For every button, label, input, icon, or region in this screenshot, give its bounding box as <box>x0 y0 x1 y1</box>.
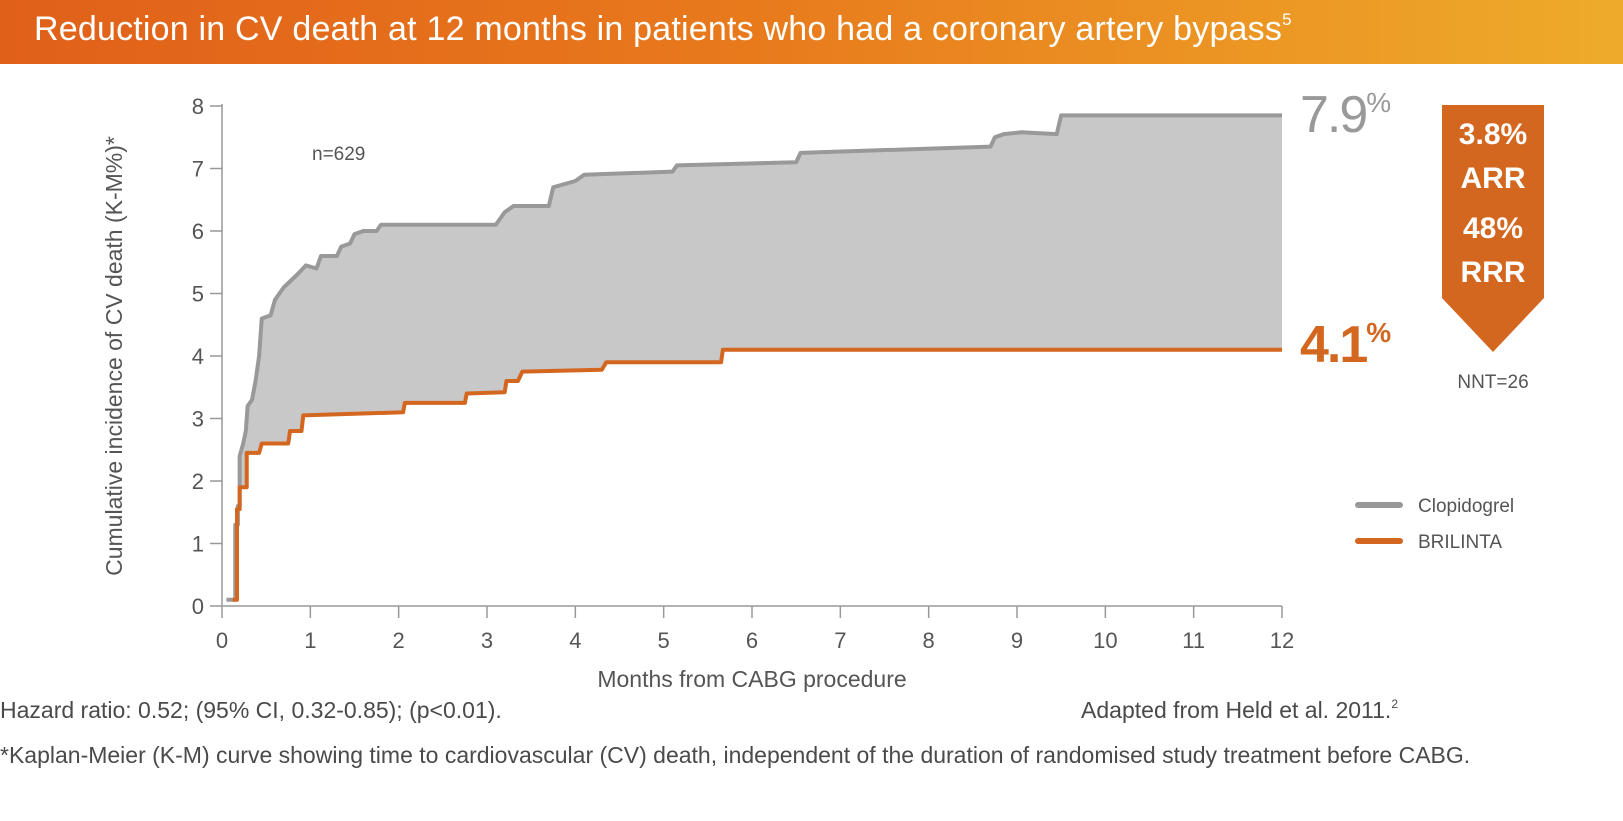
x-tick-label: 4 <box>569 628 581 653</box>
legend-label-brilinta: BRILINTA <box>1418 532 1502 553</box>
y-tick-label: 2 <box>192 469 204 494</box>
x-tick-label: 10 <box>1093 628 1117 653</box>
y-tick-label: 7 <box>192 157 204 182</box>
chart-title: Reduction in CV death at 12 months in pa… <box>34 10 1292 48</box>
nnt-label: NNT=26 <box>1457 372 1528 393</box>
sample-size-annotation: n=629 <box>312 144 365 165</box>
shaded-difference-area <box>226 115 1283 600</box>
footnote-km: *Kaplan-Meier (K-M) curve showing time t… <box>0 742 1471 768</box>
x-tick-label: 3 <box>481 628 493 653</box>
x-tick-label: 5 <box>658 628 670 653</box>
title-footnote-marker: 5 <box>1282 10 1292 29</box>
x-tick-label: 8 <box>923 628 935 653</box>
x-tick-label: 2 <box>393 628 405 653</box>
end-label-brilinta: 4.1% <box>1300 316 1391 374</box>
y-tick-label: 6 <box>192 219 204 244</box>
y-axis-title: Cumulative incidence of CV death (K-M%)* <box>101 136 127 576</box>
arr-rrr-callout-arrow <box>1442 105 1544 352</box>
x-tick-label: 9 <box>1011 628 1023 653</box>
x-tick-label: 0 <box>216 628 228 653</box>
title-banner: Reduction in CV death at 12 months in pa… <box>0 0 1623 64</box>
x-tick-label: 12 <box>1270 628 1294 653</box>
rrr-value: 48% <box>1463 212 1523 245</box>
series-line-clopidogrel <box>226 113 1282 602</box>
x-tick-label: 1 <box>304 628 316 653</box>
series-line-brilinta <box>232 347 1282 602</box>
y-tick-label: 8 <box>192 94 204 119</box>
x-tick-label: 11 <box>1182 628 1205 653</box>
y-tick-label: 0 <box>192 594 204 619</box>
legend-label-clopidogrel: Clopidogrel <box>1418 496 1514 517</box>
end-label-clopidogrel: 7.9% <box>1300 86 1390 144</box>
y-tick-label: 1 <box>192 532 204 557</box>
x-tick-label: 6 <box>746 628 758 653</box>
rrr-label: RRR <box>1461 256 1526 289</box>
y-tick-label: 4 <box>192 344 204 369</box>
source-citation: Adapted from Held et al. 2011.2 <box>1081 697 1398 723</box>
y-tick-label: 3 <box>192 407 204 432</box>
hazard-ratio-note: Hazard ratio: 0.52; (95% CI, 0.32-0.85);… <box>0 697 502 723</box>
arr-label: ARR <box>1461 162 1526 195</box>
arr-value: 3.8% <box>1459 118 1527 151</box>
x-axis-title: Months from CABG procedure <box>597 666 906 692</box>
y-tick-label: 5 <box>192 282 204 307</box>
x-tick-label: 7 <box>834 628 846 653</box>
source-footnote-marker: 2 <box>1391 697 1398 711</box>
